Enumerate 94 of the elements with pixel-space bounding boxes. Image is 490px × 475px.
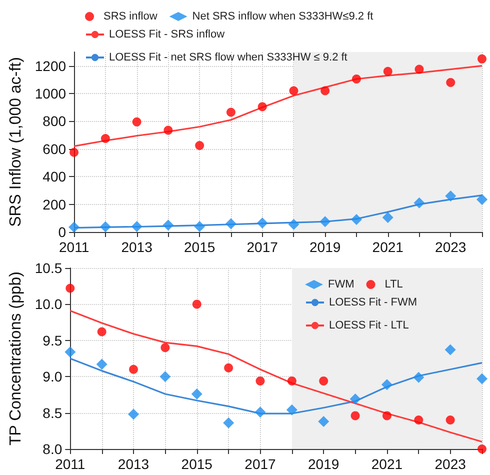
x-tick-label: 2023 <box>434 456 466 472</box>
x-tick-label: 2013 <box>118 456 150 472</box>
point <box>191 388 202 400</box>
y-axis-title: TP Concentrations (ppb) <box>8 271 24 446</box>
point <box>286 404 298 416</box>
point <box>132 117 142 126</box>
legend-label: LOESS Fit - LTL <box>329 320 409 332</box>
point <box>64 346 76 358</box>
y-axis-title: SRS Inflow (1,000 ac-ft) <box>8 57 24 227</box>
legend-label: LOESS Fit - SRS inflow <box>109 28 225 40</box>
y-tick-label: 8.5 <box>42 404 62 421</box>
point <box>289 86 298 96</box>
point <box>320 216 331 228</box>
x-tick-label: 2023 <box>435 239 466 255</box>
y-tick-label: 9.0 <box>42 368 62 385</box>
y-tick-label: 800 <box>42 113 66 130</box>
x-tick-label: 2015 <box>184 239 216 255</box>
point <box>192 300 202 309</box>
y-tick-label: 400 <box>42 168 66 185</box>
point <box>160 371 171 382</box>
y-tick-label: 10.0 <box>34 296 62 312</box>
point <box>381 379 392 390</box>
point <box>478 54 486 64</box>
point <box>96 358 108 370</box>
x-tick-label: 2019 <box>308 456 340 472</box>
y-tick-label: 600 <box>42 140 66 157</box>
point <box>414 197 425 208</box>
legend-label: LOESS Fit - net SRS flow when S333HW ≤ 9.2 ft <box>109 52 348 64</box>
point <box>256 218 268 228</box>
point <box>444 344 456 356</box>
point <box>382 212 394 223</box>
point <box>445 190 456 202</box>
point <box>414 416 424 425</box>
point <box>258 102 267 112</box>
x-tick-label: 2019 <box>310 239 341 255</box>
point <box>350 411 360 420</box>
point <box>224 363 234 372</box>
x-tick-label: 2015 <box>181 456 213 472</box>
point <box>97 327 106 336</box>
x-tick-label: 2021 <box>371 456 403 472</box>
point <box>446 416 455 425</box>
point <box>413 372 424 383</box>
point <box>226 108 236 117</box>
y-tick-label: 1000 <box>34 86 66 102</box>
legend-label: LTL <box>384 278 403 290</box>
point <box>287 376 296 386</box>
x-tick-label: 2013 <box>121 239 153 255</box>
point <box>254 406 266 418</box>
point <box>476 373 488 384</box>
x-tick-label: 2017 <box>244 456 276 472</box>
point <box>288 218 300 230</box>
legend-label: FWM <box>328 278 354 290</box>
y-tick-label: 1200 <box>34 58 66 74</box>
point <box>225 218 236 230</box>
y-tick-label: 10.5 <box>34 260 62 276</box>
point <box>164 126 173 135</box>
x-tick-label: 2021 <box>372 239 404 255</box>
point <box>320 86 330 96</box>
point <box>352 74 361 84</box>
point <box>66 284 75 293</box>
point <box>319 376 328 386</box>
point <box>383 66 392 76</box>
legend-label: LOESS Fit - FWM <box>329 296 417 308</box>
legend-label: SRS inflow <box>104 10 158 22</box>
point <box>476 194 488 205</box>
point <box>162 220 174 231</box>
point <box>382 411 392 420</box>
point <box>131 220 142 232</box>
point <box>223 417 234 428</box>
point <box>318 416 330 427</box>
x-tick-label: 2011 <box>58 239 90 255</box>
point <box>446 78 456 87</box>
point <box>68 222 80 233</box>
x-tick-label: 2011 <box>55 456 86 472</box>
point <box>160 343 170 352</box>
y-tick-label: 200 <box>42 196 66 212</box>
point <box>414 64 424 74</box>
point <box>256 376 265 386</box>
y-tick-label: 9.5 <box>42 332 62 348</box>
point <box>350 214 362 226</box>
x-tick-label: 2017 <box>246 239 278 255</box>
point <box>100 221 111 232</box>
point <box>70 148 79 157</box>
point <box>100 134 110 144</box>
point <box>128 408 140 420</box>
y-tick-label: 0 <box>58 224 66 240</box>
legend-label: Net SRS inflow when S333HW≤9.2 ft <box>192 10 374 22</box>
point <box>194 220 206 232</box>
y-tick-label: 8.0 <box>42 441 62 457</box>
point <box>350 394 361 405</box>
point <box>195 140 204 150</box>
point <box>129 364 138 374</box>
line-series <box>69 310 483 443</box>
line-series <box>73 65 483 147</box>
